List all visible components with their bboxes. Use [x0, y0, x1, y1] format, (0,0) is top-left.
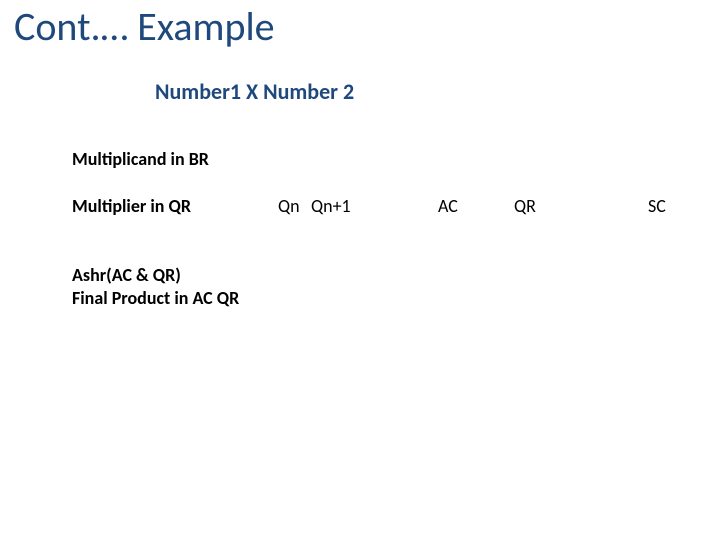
- col-ac: AC: [438, 195, 458, 217]
- slide-subtitle: Number1 X Number 2: [155, 78, 354, 105]
- col-qn1: Qn+1: [311, 195, 351, 217]
- label-ashr: Ashr(AC & QR): [72, 264, 181, 286]
- col-sc: SC: [648, 195, 666, 217]
- label-multiplier: Multiplier in QR: [72, 195, 191, 217]
- col-qr: QR: [514, 195, 536, 217]
- label-multiplicand: Multiplicand in BR: [72, 148, 209, 170]
- slide-title: Cont.… Example: [14, 2, 275, 51]
- slide: Cont.… Example Number1 X Number 2 Multip…: [0, 0, 720, 540]
- label-final: Final Product in AC QR: [72, 287, 239, 309]
- col-qn: Qn: [278, 195, 300, 217]
